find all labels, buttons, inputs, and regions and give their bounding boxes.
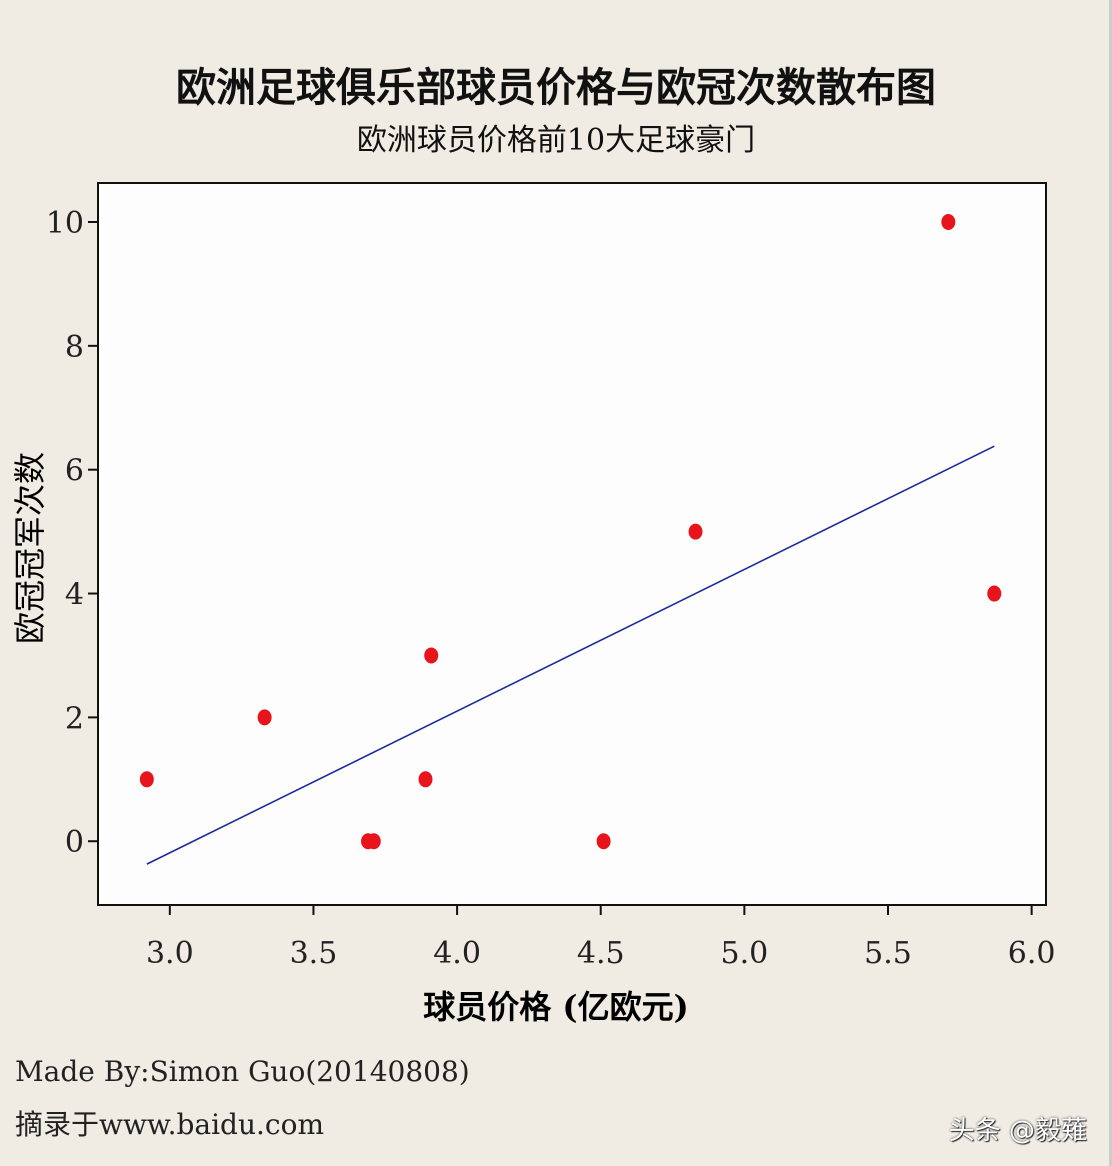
y-tick-label: 6 — [65, 454, 84, 489]
data-point — [987, 585, 1002, 602]
y-tick-label: 0 — [65, 825, 84, 860]
source-text: 摘录于www.baidu.com — [15, 1108, 324, 1141]
x-tick-label: 4.0 — [433, 936, 481, 971]
x-tick-label: 6.0 — [1008, 936, 1056, 971]
regression-line — [146, 445, 995, 865]
x-axis-label: 球员价格 (亿欧元) — [423, 988, 689, 1026]
data-point — [688, 523, 703, 540]
y-axis-label: 欧冠冠军次数 — [11, 451, 49, 645]
chart-title: 欧洲足球俱乐部球员价格与欧冠次数散布图 — [176, 64, 936, 111]
x-tick-label: 4.5 — [577, 936, 625, 971]
y-tick-label: 2 — [65, 701, 84, 736]
credit-text: Made By:Simon Guo(20140808) — [15, 1055, 470, 1088]
x-tick-label: 5.5 — [864, 936, 912, 971]
x-tick-label: 5.0 — [721, 936, 769, 971]
y-tick-label: 10 — [46, 206, 84, 241]
data-point — [418, 771, 433, 788]
data-point — [941, 214, 956, 231]
right-border — [1109, 0, 1112, 1166]
x-tick-label: 3.0 — [146, 936, 194, 971]
x-tick-label: 3.5 — [290, 936, 338, 971]
chart-subtitle: 欧洲球员价格前10大足球豪门 — [356, 123, 756, 158]
y-tick-label: 8 — [65, 330, 84, 365]
data-point — [424, 647, 439, 664]
watermark: 头条 @毅薙 — [948, 1116, 1087, 1146]
data-point — [366, 833, 381, 850]
y-tick-label: 4 — [65, 578, 84, 613]
data-point — [257, 709, 272, 726]
data-point — [596, 833, 611, 850]
data-point — [139, 771, 154, 788]
plot-area — [97, 182, 1047, 906]
